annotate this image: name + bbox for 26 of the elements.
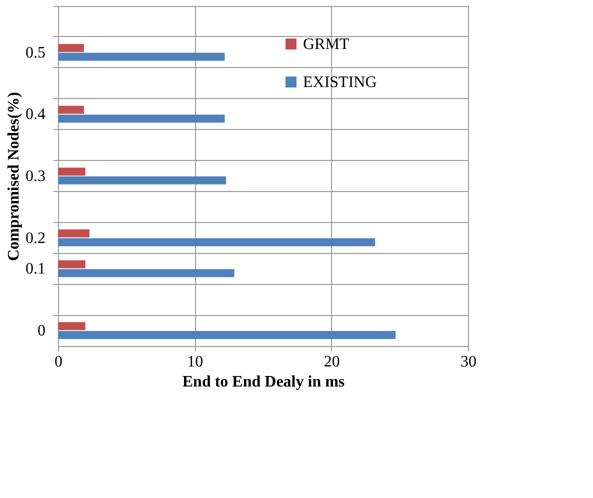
x-axis-title: End to End Dealy in ms [182,374,345,390]
y-axis-title: Compromised Nodes(%) [6,92,22,262]
y-tick-label: 0.1 [26,260,46,278]
y-tick-label: 0.4 [26,106,46,124]
x-tick-label: 30 [460,354,476,370]
y-tick-label: 0 [38,322,46,340]
bar [58,44,84,52]
bar [58,269,234,278]
bar [58,52,225,61]
bar [58,238,376,246]
legend-label: GRMT [303,36,350,53]
bar [58,168,86,176]
x-tick-label: 10 [187,354,204,370]
y-tick-label: 0.2 [26,230,46,247]
bar [58,330,396,339]
x-tick-label: 0 [54,354,62,370]
y-tick-label: 0.3 [26,168,46,185]
y-tick-label: 0.5 [26,44,46,62]
bar [58,114,225,123]
legend-label: EXISTING [303,74,378,91]
x-tick-label: 20 [324,354,340,370]
bar [58,176,226,184]
bar [58,229,90,238]
bar [58,106,84,114]
bar [58,322,86,330]
bar [58,260,86,268]
